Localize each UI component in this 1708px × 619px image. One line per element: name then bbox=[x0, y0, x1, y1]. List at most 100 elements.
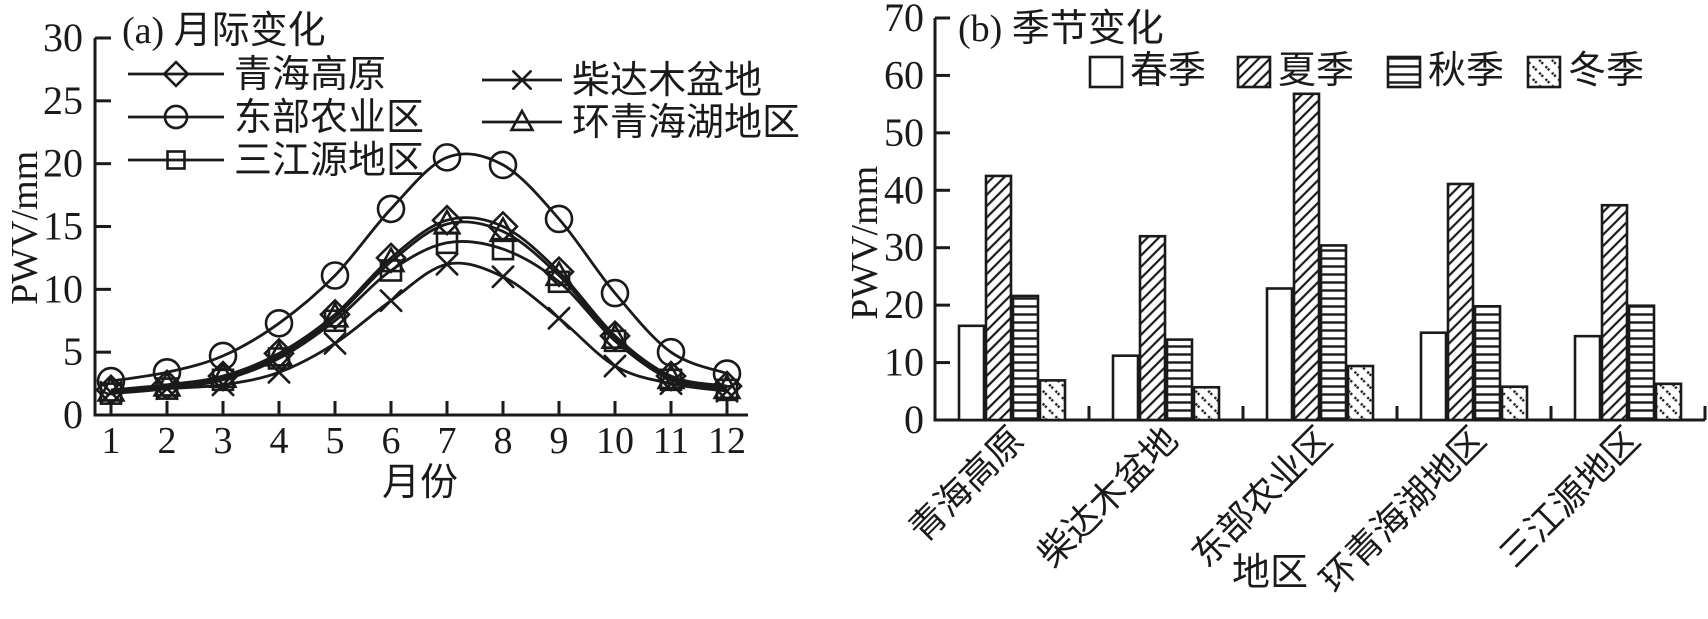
x-marker-icon bbox=[491, 265, 515, 289]
x-marker-icon bbox=[99, 380, 123, 404]
legend-swatch-icon bbox=[1236, 55, 1272, 89]
bar bbox=[1192, 385, 1221, 422]
bar bbox=[984, 174, 1013, 422]
legend-swatch-icon bbox=[1386, 55, 1422, 89]
legend-item-plain: 春季 bbox=[1088, 50, 1206, 92]
bar bbox=[1138, 234, 1167, 422]
triangle-marker-icon bbox=[320, 301, 350, 328]
legend-label: 东部农业区 bbox=[234, 97, 424, 139]
panel-b-x-axis-label: 地区 bbox=[1231, 552, 1308, 594]
legend-label: 冬季 bbox=[1568, 50, 1644, 92]
y-tick-label: 20 bbox=[884, 282, 924, 327]
legend-swatch-icon bbox=[1526, 55, 1562, 89]
legend-item-horizontal-lines: 秋季 bbox=[1386, 50, 1504, 92]
circle-marker-icon bbox=[264, 308, 294, 338]
series-line bbox=[110, 152, 728, 383]
legend-swatch-icon bbox=[1088, 55, 1124, 89]
series-line bbox=[110, 261, 728, 394]
y-tick-label: 40 bbox=[884, 167, 924, 212]
triangle-marker-icon bbox=[208, 361, 238, 388]
legend-item-triangle: 环青海湖地区 bbox=[482, 102, 800, 144]
legend-item-circle: 东部农业区 bbox=[128, 97, 424, 139]
legend-item-square: 三江源地区 bbox=[128, 140, 424, 182]
triangle-marker-icon bbox=[544, 259, 574, 287]
square-marker-icon bbox=[659, 368, 683, 392]
panel-a-title: (a) 月际变化 bbox=[122, 10, 326, 52]
triangle-marker-icon bbox=[376, 245, 406, 273]
y-tick-label: 10 bbox=[43, 266, 83, 311]
circle-marker-icon bbox=[432, 143, 462, 172]
triangle-marker-icon bbox=[656, 362, 686, 390]
panel-b-bars bbox=[957, 92, 1683, 422]
x-marker-icon bbox=[603, 354, 627, 378]
circle-marker-icon bbox=[600, 278, 630, 308]
triangle-marker-icon bbox=[488, 215, 518, 243]
bar bbox=[1419, 331, 1448, 422]
series-triangle bbox=[96, 208, 742, 402]
legend-item-x: 柴达木盆地 bbox=[482, 60, 762, 102]
circle-marker-icon bbox=[320, 261, 350, 290]
x-marker-icon bbox=[323, 331, 347, 355]
x-tick-label: 8 bbox=[494, 420, 513, 462]
x-tick-label: 10 bbox=[596, 420, 634, 462]
x-marker-icon bbox=[435, 252, 459, 276]
bar bbox=[1292, 92, 1321, 422]
bar bbox=[1319, 244, 1348, 422]
legend-item-diagonal-dots: 冬季 bbox=[1526, 50, 1644, 92]
x-marker-icon bbox=[547, 306, 571, 330]
bar bbox=[1446, 182, 1475, 422]
panel-b-legend: 春季 夏季 秋季 冬季 bbox=[1088, 50, 1644, 92]
bar bbox=[1111, 354, 1140, 422]
bar bbox=[1600, 203, 1629, 422]
bar bbox=[957, 324, 986, 422]
bar-group bbox=[1419, 182, 1529, 422]
x-tick-label: 3 bbox=[214, 420, 233, 462]
y-tick-label: 50 bbox=[884, 110, 924, 155]
square-marker-icon bbox=[491, 237, 515, 261]
legend-label: 春季 bbox=[1130, 50, 1206, 92]
bar bbox=[1038, 379, 1067, 422]
triangle-marker-icon bbox=[432, 208, 462, 235]
triangle-marker-icon bbox=[600, 322, 630, 350]
y-tick-label: 20 bbox=[43, 141, 83, 186]
panel-a-y-axis-label: PWV/mm bbox=[4, 150, 47, 305]
y-tick-label: 10 bbox=[884, 340, 924, 385]
x-tick-label: 5 bbox=[326, 420, 345, 462]
series-line bbox=[110, 239, 728, 396]
y-tick-label: 15 bbox=[43, 204, 83, 249]
x-tick-label: 4 bbox=[270, 420, 289, 462]
panel-b-y-axis-label: PWV/mm bbox=[844, 165, 887, 320]
x-tick-label: 1 bbox=[102, 420, 121, 462]
y-tick-label: 30 bbox=[43, 15, 83, 60]
y-tick-label: 30 bbox=[884, 225, 924, 270]
x-tick-label: 9 bbox=[550, 420, 569, 462]
legend-label: 秋季 bbox=[1428, 50, 1504, 92]
bar bbox=[1265, 287, 1294, 422]
bar-group bbox=[957, 174, 1067, 422]
x-tick-label: 11 bbox=[653, 420, 690, 462]
category-label: 柴达木盆地 bbox=[1030, 419, 1186, 575]
legend-label: 环青海湖地区 bbox=[572, 102, 800, 144]
triangle-marker-icon bbox=[96, 375, 126, 402]
circle-marker-icon bbox=[488, 150, 518, 180]
circle-marker-icon bbox=[163, 104, 189, 130]
y-tick-label: 5 bbox=[63, 329, 83, 374]
bar bbox=[1500, 385, 1529, 422]
legend-label: 夏季 bbox=[1278, 50, 1354, 92]
y-tick-label: 70 bbox=[884, 0, 924, 40]
series-diamond bbox=[95, 204, 743, 406]
triangle-marker-icon bbox=[264, 340, 294, 367]
x-tick-label: 2 bbox=[158, 420, 177, 462]
y-tick-label: 25 bbox=[43, 78, 83, 123]
legend-label: 柴达木盆地 bbox=[572, 60, 762, 102]
bar-group bbox=[1573, 203, 1683, 422]
legend-item-diamond: 青海高原 bbox=[128, 54, 386, 96]
x-marker-icon bbox=[512, 70, 532, 90]
x-tick-label: 12 bbox=[708, 420, 746, 462]
bar bbox=[1654, 382, 1683, 422]
panel-a-x-axis-label: 月份 bbox=[381, 462, 458, 504]
bar bbox=[1627, 304, 1656, 422]
legend-item-diagonal-hatch: 夏季 bbox=[1236, 50, 1354, 92]
